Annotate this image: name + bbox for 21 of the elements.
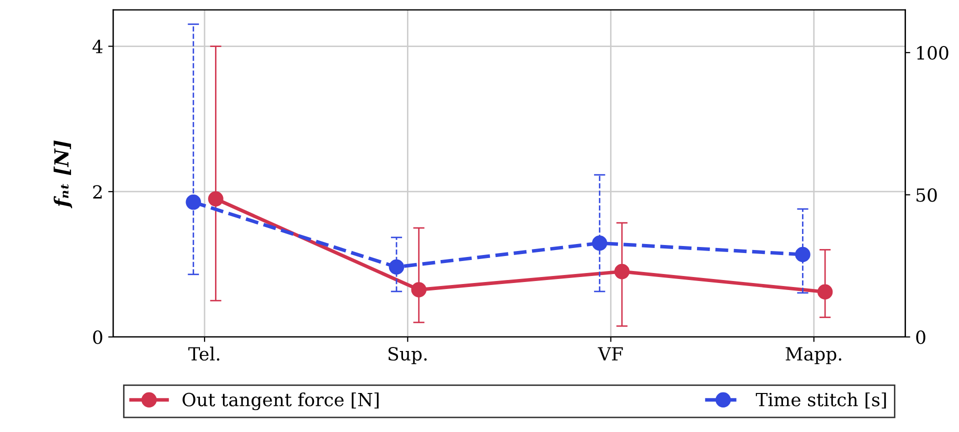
y-tick-label: 2	[93, 185, 102, 198]
point	[817, 284, 833, 300]
point	[592, 235, 608, 251]
point	[614, 264, 630, 280]
y-axis-title: fₙₜ [N]	[54, 140, 72, 208]
y2-tick-label: 0	[916, 330, 926, 344]
y-tick-label: 4	[92, 40, 103, 54]
legend-label: Time stitch [s]	[756, 392, 886, 409]
legend-label: Out tangent force [N]	[182, 392, 379, 410]
point	[388, 259, 404, 275]
x-tick-label: VF	[598, 347, 623, 360]
x-tick-label: Tel.	[188, 346, 220, 361]
point	[795, 246, 810, 262]
y-tick-label: 0	[93, 330, 102, 344]
x-tick-label: Mapp.	[786, 347, 842, 364]
y2-tick-label: 50	[916, 188, 937, 202]
point	[208, 191, 224, 207]
y2-tick-label: 100	[917, 46, 948, 60]
point	[411, 282, 426, 298]
x-tick-label: Sup.	[388, 347, 427, 364]
point	[186, 194, 202, 210]
